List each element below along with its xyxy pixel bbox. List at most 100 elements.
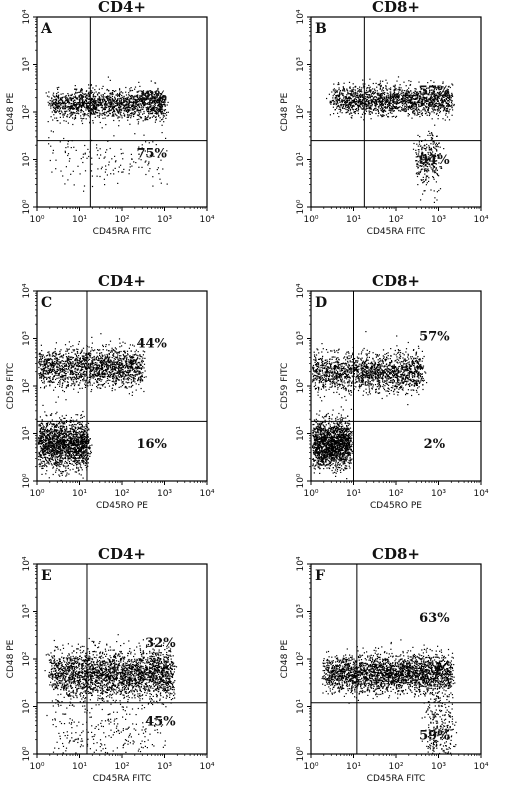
event-dot (353, 89, 355, 91)
event-dot (386, 107, 388, 109)
event-dot (436, 106, 438, 108)
event-dot (48, 137, 50, 139)
event-dot (82, 113, 84, 115)
event-dot (130, 94, 133, 97)
event-dot (111, 367, 113, 369)
event-dot (164, 104, 166, 106)
event-dot (440, 94, 442, 96)
event-dot (400, 101, 402, 103)
event-dot (393, 90, 395, 92)
event-dot (63, 366, 65, 368)
event-dot (42, 366, 44, 368)
event-dot (146, 108, 148, 110)
event-dot (420, 161, 422, 163)
event-dot (132, 114, 134, 116)
event-dot (92, 120, 94, 122)
event-dot (434, 99, 436, 101)
event-dot (163, 109, 165, 111)
event-dot (146, 99, 148, 101)
event-dot (128, 105, 130, 107)
event-dot (354, 94, 356, 96)
event-dot (413, 95, 415, 97)
event-dot (130, 90, 132, 92)
event-dot (368, 110, 370, 112)
event-dot (445, 101, 447, 103)
event-dot (378, 98, 380, 100)
event-dot (71, 103, 73, 105)
event-dot (434, 197, 436, 199)
event-dot (111, 94, 113, 96)
event-dot (392, 102, 394, 104)
event-dot (115, 100, 117, 103)
event-dot (119, 373, 121, 375)
event-dot (371, 99, 373, 101)
y-tick-label: 10³ (296, 57, 306, 72)
event-dot (354, 89, 356, 91)
event-dot (48, 366, 50, 368)
event-dot (345, 99, 348, 101)
event-dot (374, 101, 376, 103)
event-dot (415, 93, 417, 95)
event-dot (331, 99, 334, 102)
event-dot (134, 106, 136, 108)
event-dot (67, 143, 69, 145)
event-dot (139, 106, 141, 108)
event-dot (449, 105, 452, 107)
event-dot (378, 112, 380, 114)
event-dot (128, 109, 130, 112)
event-dot (346, 106, 348, 108)
event-dot (130, 104, 132, 106)
event-dot (111, 351, 113, 353)
event-dot (133, 101, 135, 103)
event-dot (127, 119, 129, 121)
event-dot (58, 363, 60, 365)
event-dot (65, 106, 67, 108)
event-dot (119, 98, 121, 100)
event-dot (402, 96, 404, 99)
event-dot (103, 112, 105, 115)
event-dot (112, 368, 114, 370)
event-dot (82, 102, 84, 104)
event-dot (428, 105, 430, 107)
event-dot (89, 122, 91, 124)
event-dot (81, 363, 83, 365)
event-dot (384, 92, 386, 94)
event-dot (55, 95, 58, 97)
event-dot (353, 105, 355, 107)
event-dot (424, 113, 427, 115)
event-dot (82, 95, 84, 97)
event-dot (407, 91, 410, 93)
event-dot (424, 110, 426, 112)
event-dot (78, 378, 80, 380)
event-dot (417, 153, 420, 155)
event-dot (359, 86, 361, 88)
event-dot (99, 97, 101, 99)
event-dot (356, 94, 359, 97)
event-dot (62, 175, 64, 177)
event-dot (437, 93, 439, 95)
event-dot (110, 360, 112, 362)
event-dot (437, 174, 439, 176)
event-dot (136, 374, 138, 376)
event-dot (438, 156, 440, 158)
event-dot (39, 375, 41, 377)
event-dot (447, 110, 449, 112)
event-dot (99, 101, 101, 104)
event-dot (86, 103, 88, 105)
event-dot (58, 377, 60, 379)
event-dot (433, 190, 435, 192)
event-dot (55, 106, 57, 108)
event-dot (117, 102, 120, 104)
event-dot (55, 104, 57, 106)
event-dot (426, 114, 428, 116)
event-dot (447, 106, 449, 108)
event-dot (46, 361, 48, 363)
event-dot (145, 117, 147, 120)
event-dot (354, 108, 356, 110)
event-dot (54, 107, 56, 109)
event-dot (121, 97, 123, 99)
event-dot (355, 93, 357, 95)
event-dot (120, 370, 122, 372)
event-dot (332, 97, 334, 99)
event-dot (88, 87, 90, 89)
